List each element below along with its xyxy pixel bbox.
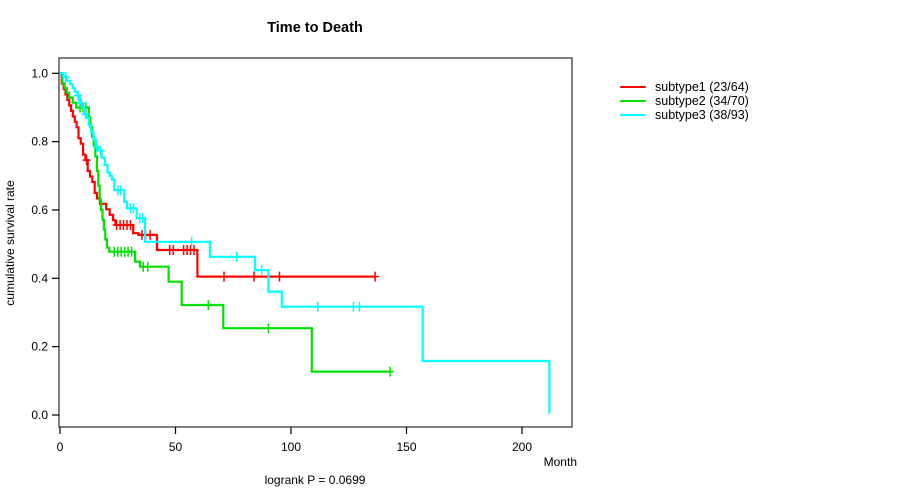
x-tick-label: 0 xyxy=(57,440,64,454)
censor-mark xyxy=(82,155,91,166)
y-tick-label: 1.0 xyxy=(31,66,48,80)
logrank-p-annotation: logrank P = 0.0699 xyxy=(264,473,366,487)
subtype2-line-swatch xyxy=(620,99,646,103)
legend: subtype1 (23/64) subtype2 (34/70) subtyp… xyxy=(620,80,749,122)
y-tick-label: 0.2 xyxy=(31,340,48,354)
censor-mark xyxy=(386,366,395,377)
x-tick-label: 50 xyxy=(169,440,183,454)
x-tick-label: 150 xyxy=(396,440,416,454)
censor-mark xyxy=(96,145,105,156)
y-axis-label: cumulative survival rate xyxy=(3,180,17,306)
chart-title: Time to Death xyxy=(267,20,363,36)
censor-mark xyxy=(250,271,258,282)
censor-mark xyxy=(257,265,266,276)
censor-mark xyxy=(138,213,147,224)
censor-mark xyxy=(143,261,152,272)
y-tick-label: 0.6 xyxy=(31,203,48,217)
x-axis-label: Month xyxy=(543,455,577,469)
censor-mark xyxy=(190,245,198,255)
x-tick-label: 100 xyxy=(281,440,301,454)
survival-curve-subtype1 xyxy=(60,72,376,278)
censor-mark xyxy=(232,251,241,262)
censor-mark xyxy=(187,236,196,247)
censor-mark xyxy=(127,246,136,257)
censor-mark xyxy=(61,72,70,83)
y-tick-label: 0.8 xyxy=(31,135,48,149)
legend-label-subtype1: subtype1 (23/64) xyxy=(655,80,749,94)
legend-item-subtype1: subtype1 (23/64) xyxy=(620,80,749,94)
subtype3-line-swatch xyxy=(620,113,646,117)
censor-mark xyxy=(146,229,155,240)
censor-mark xyxy=(313,301,322,312)
survival-curve-subtype2 xyxy=(60,72,391,373)
censor-mark xyxy=(355,301,364,312)
censor-mark xyxy=(264,323,273,334)
plot-frame xyxy=(58,57,573,428)
censor-mark xyxy=(169,245,178,255)
censor-mark xyxy=(77,98,86,108)
legend-item-subtype2: subtype2 (34/70) xyxy=(620,94,749,108)
censor-mark xyxy=(126,220,135,230)
legend-label-subtype3: subtype3 (38/93) xyxy=(655,108,749,122)
subtype1-line-swatch xyxy=(620,85,646,89)
censor-mark xyxy=(220,271,228,282)
censor-mark xyxy=(74,90,82,101)
censor-mark xyxy=(116,185,125,196)
legend-label-subtype2: subtype2 (34/70) xyxy=(655,94,749,108)
censor-mark xyxy=(129,203,138,214)
censor-mark xyxy=(371,271,380,282)
x-tick-label: 200 xyxy=(512,440,532,454)
y-tick-label: 0.4 xyxy=(31,271,48,285)
censor-mark xyxy=(81,109,90,120)
y-tick-label: 0.0 xyxy=(31,408,48,422)
survival-curve-subtype3 xyxy=(60,72,551,414)
censor-mark xyxy=(275,271,284,282)
censor-mark xyxy=(204,300,213,310)
legend-item-subtype3: subtype3 (38/93) xyxy=(620,108,749,122)
